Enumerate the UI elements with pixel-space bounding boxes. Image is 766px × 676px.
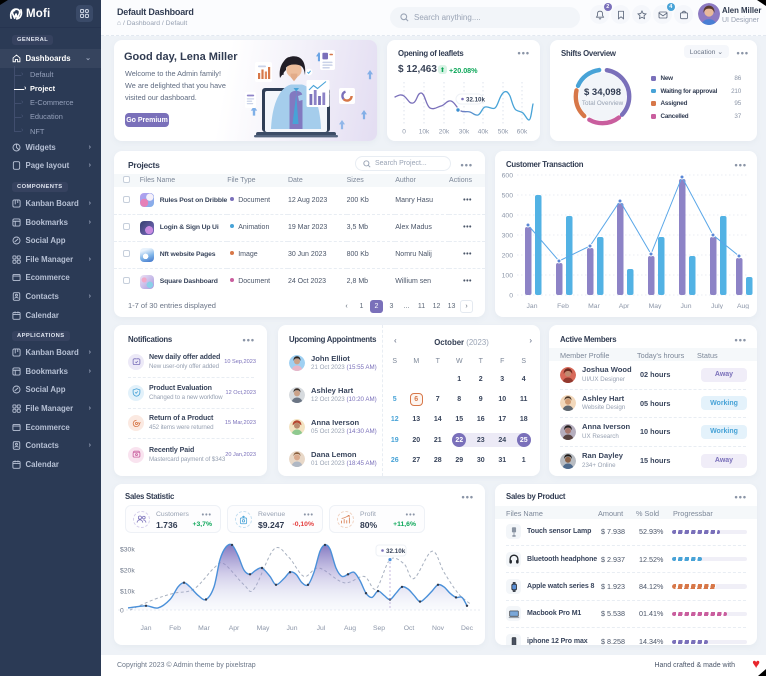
svg-text:Jul: Jul xyxy=(317,625,326,632)
svg-text:Mar: Mar xyxy=(588,303,600,309)
svg-text:30k: 30k xyxy=(459,129,470,136)
svg-text:Feb: Feb xyxy=(169,625,181,632)
svg-text:10k: 10k xyxy=(419,129,430,136)
svg-text:Feb: Feb xyxy=(557,303,569,309)
svg-text:$ 34,098: $ 34,098 xyxy=(584,87,621,98)
svg-text:100: 100 xyxy=(502,273,514,280)
svg-text:32.10k: 32.10k xyxy=(386,548,406,555)
svg-text:400: 400 xyxy=(502,213,514,220)
svg-text:July: July xyxy=(711,303,724,309)
svg-text:50k: 50k xyxy=(498,129,509,136)
svg-text:40k: 40k xyxy=(478,129,489,136)
svg-text:Aug: Aug xyxy=(737,303,749,309)
svg-text:$30k: $30k xyxy=(120,547,135,554)
svg-text:600: 600 xyxy=(502,173,514,180)
svg-text:0: 0 xyxy=(402,129,406,136)
svg-text:200: 200 xyxy=(502,253,514,260)
svg-text:Jun: Jun xyxy=(287,625,298,632)
svg-text:Mar: Mar xyxy=(198,625,210,632)
svg-text:Jun: Jun xyxy=(681,303,692,309)
svg-text:Total Overview: Total Overview xyxy=(582,100,624,107)
svg-text:20k: 20k xyxy=(439,129,450,136)
svg-text:Jan: Jan xyxy=(527,303,538,309)
svg-text:Dec: Dec xyxy=(461,625,474,632)
svg-text:0: 0 xyxy=(120,608,124,615)
svg-text:32.10k: 32.10k xyxy=(466,96,485,103)
svg-text:May: May xyxy=(649,303,662,309)
svg-text:$10k: $10k xyxy=(120,589,135,596)
svg-text:Jan: Jan xyxy=(141,625,152,632)
svg-text:300: 300 xyxy=(502,233,514,240)
svg-text:Nov: Nov xyxy=(432,625,445,632)
svg-text:Sep: Sep xyxy=(373,625,385,632)
svg-text:Apr: Apr xyxy=(229,625,240,632)
svg-text:0: 0 xyxy=(509,293,513,300)
svg-text:May: May xyxy=(257,625,270,632)
svg-text:Oct: Oct xyxy=(404,625,415,632)
svg-text:500: 500 xyxy=(502,193,514,200)
svg-text:Aug: Aug xyxy=(344,625,356,632)
svg-text:60k: 60k xyxy=(517,129,528,136)
svg-text:Apr: Apr xyxy=(619,303,630,309)
svg-text:$20k: $20k xyxy=(120,568,135,575)
